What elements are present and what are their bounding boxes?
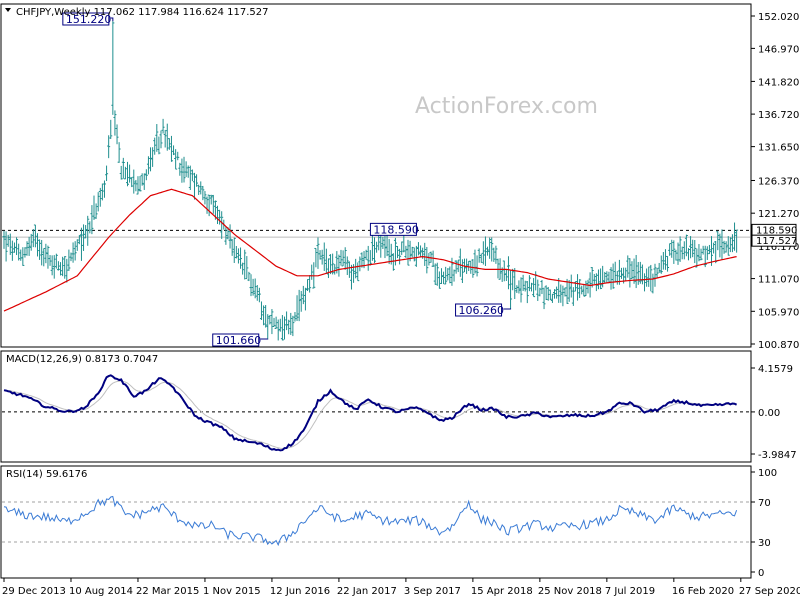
macd-layer xyxy=(2,374,750,452)
price-y-tick-label: 111.070 xyxy=(758,275,799,286)
annotation-box xyxy=(62,12,110,26)
macd-y-tick-label: -3.9847 xyxy=(758,450,797,461)
rsi-y-tick-label: 30 xyxy=(758,538,771,549)
annotation-label: 101.660 xyxy=(216,334,262,347)
macd-panel-frame xyxy=(0,350,752,463)
rsi-y-tick-label: 100 xyxy=(758,468,777,479)
x-tick-label: 3 Sep 2017 xyxy=(404,586,461,597)
annotation-box xyxy=(369,222,417,236)
watermark: ActionForex.com xyxy=(415,94,598,119)
price-y-tick-label: 141.820 xyxy=(758,77,799,88)
rsi-y-tick-label: 70 xyxy=(758,498,771,509)
x-tick-label: 7 Jul 2019 xyxy=(605,586,655,597)
annotation-label: 151.220 xyxy=(66,13,112,26)
price-y-tick-label: 121.270 xyxy=(758,209,799,220)
price-panel-frame xyxy=(0,3,752,348)
price-y-tick-label: 146.970 xyxy=(758,44,799,55)
resistance-price-label: 118.590 xyxy=(756,225,797,236)
x-tick-label: 10 Aug 2014 xyxy=(69,586,133,597)
price-layer: 151.220 118.590 101.660 106.260 xyxy=(2,12,750,347)
moving-average-line xyxy=(3,188,737,312)
current-price-tag xyxy=(751,234,797,247)
x-tick-label: 27 Sep 2020 xyxy=(739,586,800,597)
price-y-tick-label: 131.650 xyxy=(758,143,799,154)
macd-title: MACD(12,26,9) 0.8173 0.7047 xyxy=(6,354,158,365)
axis-layer: 152.020 146.970 141.820 136.720 131.650 126.3… xyxy=(2,12,800,597)
x-tick-label: 29 Dec 2013 xyxy=(2,586,66,597)
x-tick-label: 1 Nov 2015 xyxy=(203,586,261,597)
macd-y-tick-label: 0.00 xyxy=(758,408,780,419)
price-y-tick-label: 152.020 xyxy=(758,12,799,23)
macd-y-tick-label: 4.1579 xyxy=(758,364,793,375)
current-price-label: 117.527 xyxy=(756,236,797,247)
macd-line xyxy=(3,374,738,452)
x-tick-label: 12 Jun 2016 xyxy=(270,586,330,597)
price-y-tick-label: 116.170 xyxy=(758,242,799,253)
symbol-title: CHFJPY,Weekly 117.062 117.984 116.624 11… xyxy=(16,7,269,18)
x-tick-label: 25 Nov 2018 xyxy=(538,586,602,597)
price-y-tick-label: 136.720 xyxy=(758,110,799,121)
rsi-layer xyxy=(2,495,750,547)
price-y-tick-label: 105.970 xyxy=(758,307,799,318)
rsi-panel-frame xyxy=(0,465,752,579)
macd-signal-line xyxy=(3,380,737,450)
x-tick-label: 22 Jan 2017 xyxy=(337,586,397,597)
annotation-connector xyxy=(110,17,114,22)
rsi-line xyxy=(3,495,738,547)
ohlc-bars xyxy=(2,21,739,341)
price-y-tick-label: 100.870 xyxy=(758,340,799,351)
rsi-title: RSI(14) 59.6176 xyxy=(6,469,87,480)
annotation-box xyxy=(212,333,260,347)
annotation-label: 118.590 xyxy=(373,223,419,236)
annotation-box xyxy=(455,303,503,317)
x-tick-label: 16 Feb 2020 xyxy=(672,586,734,597)
x-tick-label: 15 Apr 2018 xyxy=(471,586,533,597)
rsi-y-tick-label: 0 xyxy=(758,568,764,579)
annotation-label: 106.260 xyxy=(459,304,505,317)
x-tick-label: 22 Mar 2015 xyxy=(136,586,199,597)
symbol-dropdown-icon[interactable] xyxy=(5,8,11,12)
price-y-tick-label: 126.370 xyxy=(758,176,799,187)
